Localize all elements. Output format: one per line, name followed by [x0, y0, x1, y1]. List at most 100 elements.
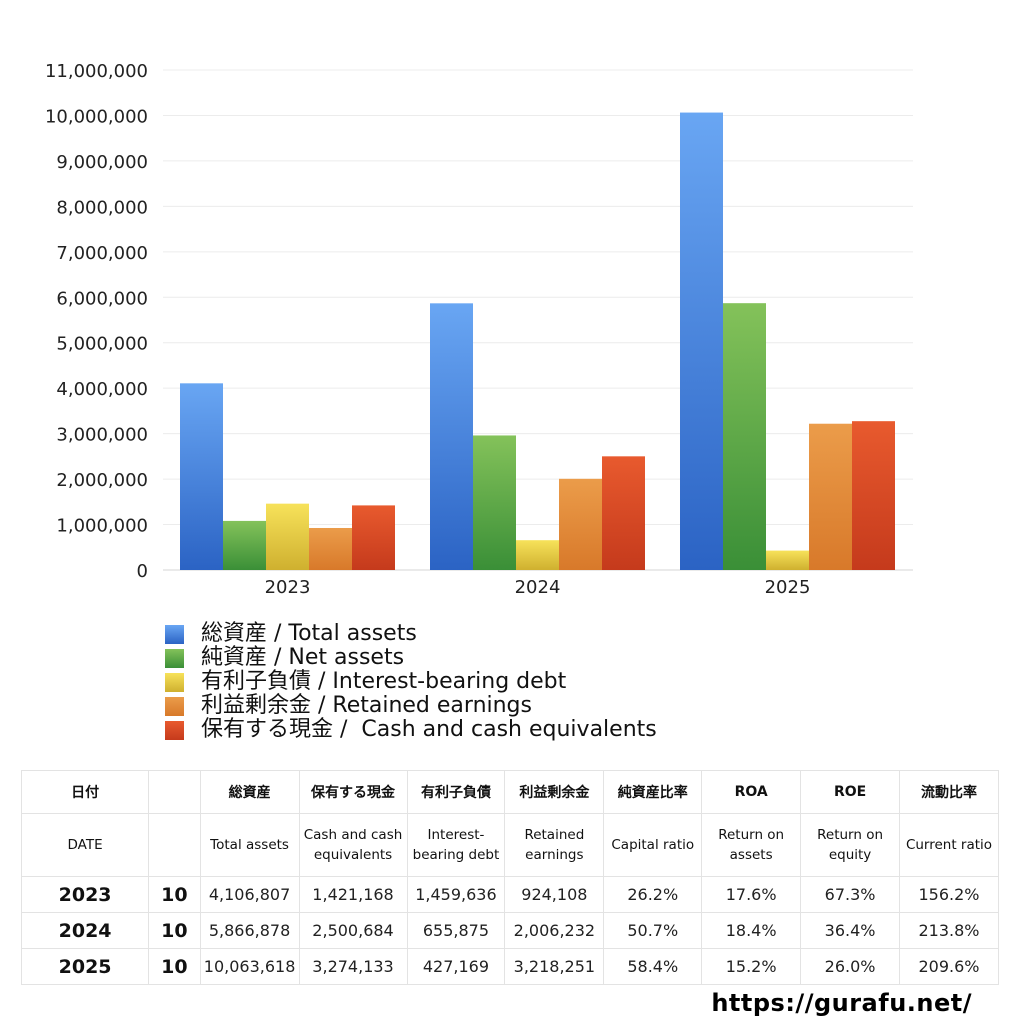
bar-chart: 0 1,000,000 2,000,000 3,000,000 4,000,000 5,0… — [45, 61, 913, 598]
table-row: 2025 10 10,063,618 3,274,133 427,169 3,2… — [20, 948, 999, 985]
table-cell-month: 10 — [148, 876, 201, 913]
table-cell: 1,459,636 — [406, 876, 506, 913]
table-cell: 18.4% — [701, 912, 802, 949]
legend-label: 純資産 / Net assets — [201, 645, 405, 670]
y-tick-label: 7,000,000 — [56, 243, 148, 264]
legend-item-total-assets: 総資産 / Total assets — [165, 622, 657, 646]
table-cell: 26.2% — [603, 876, 703, 913]
table-header-cell: Cash and cash equivalents — [298, 813, 408, 877]
bar-2023-series-2 — [266, 503, 309, 570]
legend-swatch — [165, 696, 184, 716]
bar-2025-series-2 — [766, 550, 809, 570]
table-cell: 15.2% — [701, 948, 802, 985]
y-tick-label: 6,000,000 — [56, 288, 148, 309]
bar-2025-series-4 — [852, 421, 895, 570]
table-header-cell: 純資産比率 — [603, 770, 703, 814]
table-cell: 67.3% — [800, 876, 901, 913]
table-cell-month: 10 — [148, 912, 201, 949]
y-tick-label: 4,000,000 — [56, 379, 148, 400]
table-cell: 156.2% — [899, 876, 999, 913]
y-tick-label: 9,000,000 — [56, 152, 148, 173]
table-header-cell: 総資産 — [199, 770, 300, 814]
table-cell: 209.6% — [899, 948, 999, 985]
bar-2023-series-4 — [352, 505, 395, 570]
financial-data-table: 日付 総資産 保有する現金 有利子負債 利益剰余金 純資産比率 ROA ROE … — [20, 770, 999, 985]
table-cell: 10,063,618 — [199, 948, 300, 985]
table-header-cell: ROE — [800, 770, 901, 814]
legend-item-net-assets: 純資産 / Net assets — [165, 646, 657, 670]
table-header-cell: 有利子負債 — [406, 770, 506, 814]
source-url[interactable]: https://gurafu.net/ — [711, 989, 972, 1017]
table-cell: 36.4% — [800, 912, 901, 949]
table-cell-year: 2025 — [20, 948, 150, 985]
y-tick-label: 3,000,000 — [56, 425, 148, 446]
bar-2025-series-0 — [680, 112, 723, 571]
chart-legend: 総資産 / Total assets 純資産 / Net assets 有利子負… — [165, 622, 657, 742]
y-axis-tick-labels: 0 1,000,000 2,000,000 3,000,000 4,000,000 5,0… — [45, 61, 148, 582]
legend-label: 有利子負債 / Interest-bearing debt — [201, 669, 567, 694]
x-tick-label: 2024 — [515, 577, 561, 598]
table-header-cell: Return on equity — [800, 813, 901, 877]
legend-item-cash: 保有する現金 / Cash and cash equivalents — [165, 718, 657, 742]
table-cell: 26.0% — [800, 948, 901, 985]
legend-item-retained-earnings: 利益剰余金 / Retained earnings — [165, 694, 657, 718]
table-cell: 2,006,232 — [504, 912, 605, 949]
table-cell: 427,169 — [406, 948, 506, 985]
y-tick-label: 5,000,000 — [56, 334, 148, 355]
legend-label: 保有する現金 / Cash and cash equivalents — [201, 717, 657, 742]
legend-label: 利益剰余金 / Retained earnings — [201, 693, 532, 718]
table-header-cell: Current ratio — [899, 813, 999, 877]
legend-item-interest-bearing-debt: 有利子負債 / Interest-bearing debt — [165, 670, 657, 694]
table-cell-month: 10 — [148, 948, 201, 985]
table-header-row-en: DATE Total assets Cash and cash equivale… — [20, 813, 999, 877]
y-tick-label: 8,000,000 — [56, 197, 148, 218]
bar-2024-series-4 — [602, 456, 645, 570]
bar-2023-series-3 — [309, 527, 352, 570]
table-header-cell — [148, 770, 201, 814]
y-tick-label: 1,000,000 — [56, 516, 148, 537]
table-header-cell: Capital ratio — [603, 813, 703, 877]
x-tick-label: 2025 — [765, 577, 811, 598]
legend-swatch — [165, 624, 184, 644]
bar-2024-series-3 — [559, 478, 602, 570]
bar-2024-series-2 — [516, 540, 559, 570]
table-header-cell — [148, 813, 201, 877]
table-header-cell: DATE — [20, 813, 150, 877]
table-cell: 50.7% — [603, 912, 703, 949]
y-tick-label: 2,000,000 — [56, 470, 148, 491]
table-cell: 58.4% — [603, 948, 703, 985]
table-header-cell: Total assets — [199, 813, 300, 877]
legend-label: 総資産 / Total assets — [201, 621, 417, 646]
table-cell: 924,108 — [504, 876, 605, 913]
table-row: 2024 10 5,866,878 2,500,684 655,875 2,00… — [20, 912, 999, 949]
bar-2025-series-3 — [809, 423, 852, 570]
bar-2024-series-1 — [473, 435, 516, 570]
table-header-cell: 保有する現金 — [298, 770, 408, 814]
y-tick-label: 0 — [137, 561, 148, 582]
table-header-cell: 日付 — [20, 770, 150, 814]
table-cell: 1,421,168 — [298, 876, 408, 913]
table-header-row-jp: 日付 総資産 保有する現金 有利子負債 利益剰余金 純資産比率 ROA ROE … — [20, 770, 999, 814]
table-cell: 213.8% — [899, 912, 999, 949]
table-cell-year: 2024 — [20, 912, 150, 949]
x-tick-label: 2023 — [265, 577, 311, 598]
table-cell: 3,218,251 — [504, 948, 605, 985]
bar-2024-series-0 — [430, 303, 473, 570]
table-header-cell: 流動比率 — [899, 770, 999, 814]
table-cell: 3,274,133 — [298, 948, 408, 985]
legend-swatch — [165, 672, 184, 692]
chart-gridlines — [163, 69, 913, 571]
table-header-cell: Return on assets — [701, 813, 802, 877]
legend-swatch — [165, 720, 184, 740]
table-row: 2023 10 4,106,807 1,421,168 1,459,636 92… — [20, 876, 999, 913]
bar-2023-series-0 — [180, 383, 223, 570]
table-header-cell: Retained earnings — [504, 813, 605, 877]
legend-swatch — [165, 648, 184, 668]
table-header-cell: Interest-bearing debt — [406, 813, 506, 877]
y-tick-label: 11,000,000 — [45, 61, 148, 82]
table-cell: 2,500,684 — [298, 912, 408, 949]
table-cell: 5,866,878 — [199, 912, 300, 949]
bar-2023-series-1 — [223, 520, 266, 570]
table-cell: 17.6% — [701, 876, 802, 913]
chart-bars — [180, 112, 895, 571]
